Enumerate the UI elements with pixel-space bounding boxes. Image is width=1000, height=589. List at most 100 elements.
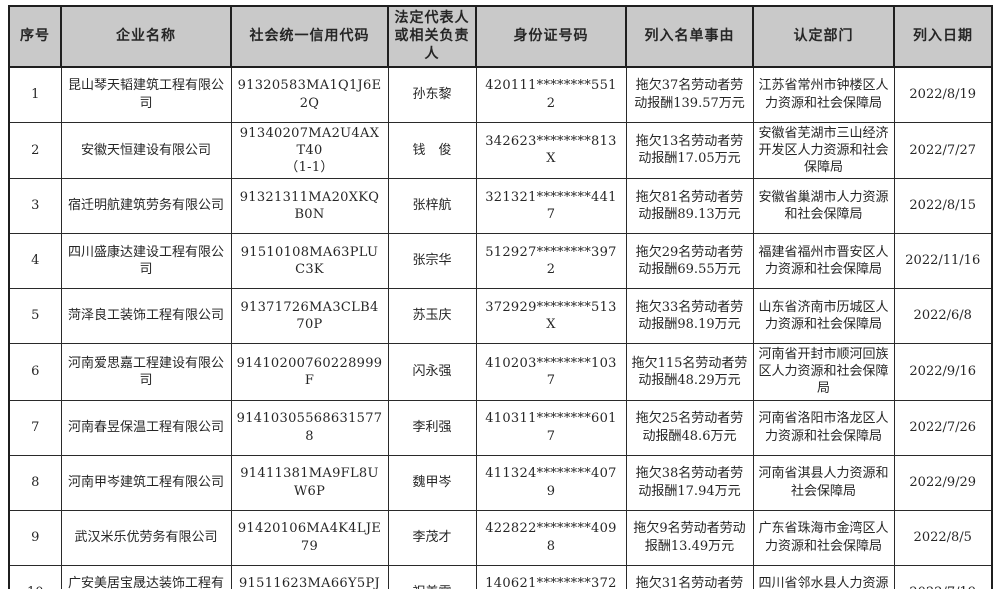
cell-person: 孙东黎 — [387, 66, 477, 123]
table-row: 10 广安美居宝晟达装饰工程有限公司 91511623MA66Y5PJ7X 祝美… — [8, 564, 993, 589]
table-row: 7 河南春昱保温工程有限公司 914103055686315778 李利强 41… — [8, 399, 993, 456]
cell-date: 2022/7/27 — [893, 121, 993, 180]
cell-department: 江苏省常州市钟楼区人力资源和社会保障局 — [752, 66, 895, 123]
cell-id-number: 372929********513X — [475, 288, 627, 345]
cell-no: 7 — [8, 399, 62, 456]
cell-person: 魏甲岑 — [387, 454, 477, 511]
column-header-no: 序号 — [8, 5, 62, 68]
cell-reason: 拖欠37名劳动者劳动报酬139.57万元 — [625, 66, 754, 123]
cell-id-number: 321321********4417 — [475, 178, 627, 235]
cell-company: 武汉米乐优劳务有限公司 — [60, 509, 232, 566]
cell-date: 2022/9/16 — [893, 343, 993, 401]
cell-reason: 拖欠25名劳动者劳动报酬48.6万元 — [625, 399, 754, 456]
cell-reason: 拖欠38名劳动者劳动报酬17.94万元 — [625, 454, 754, 511]
cell-person: 苏玉庆 — [387, 288, 477, 345]
cell-credit-code: 91510108MA63PLUC3K — [230, 233, 389, 290]
cell-person: 祝美霞 — [387, 564, 477, 589]
cell-no: 2 — [8, 121, 62, 180]
cell-person: 张宗华 — [387, 233, 477, 290]
cell-id-number: 512927********3972 — [475, 233, 627, 290]
cell-department: 山东省济南市历城区人力资源和社会保障局 — [752, 288, 895, 345]
cell-credit-code: 91410200760228999F — [230, 343, 389, 401]
cell-reason: 拖欠115名劳动者劳动报酬48.29万元 — [625, 343, 754, 401]
cell-id-number: 410203********1037 — [475, 343, 627, 401]
cell-no: 4 — [8, 233, 62, 290]
cell-date: 2022/7/19 — [893, 564, 993, 589]
cell-no: 8 — [8, 454, 62, 511]
column-header-department: 认定部门 — [752, 5, 895, 68]
cell-department: 安徽省巢湖市人力资源和社会保障局 — [752, 178, 895, 235]
cell-reason: 拖欠29名劳动者劳动报酬69.55万元 — [625, 233, 754, 290]
column-header-credit-code: 社会统一信用代码 — [230, 5, 389, 68]
table-header: 序号 企业名称 社会统一信用代码 法定代表人或相关负责人 身份证号码 列入名单事… — [8, 5, 993, 68]
cell-date: 2022/8/5 — [893, 509, 993, 566]
cell-department: 广东省珠海市金湾区人力资源和社会保障局 — [752, 509, 895, 566]
column-header-id-number: 身份证号码 — [475, 5, 627, 68]
cell-id-number: 342623********813X — [475, 121, 627, 180]
table-row: 3 宿迁明航建筑劳务有限公司 91321311MA20XKQB0N 张梓航 32… — [8, 178, 993, 235]
cell-credit-code: 91511623MA66Y5PJ7X — [230, 564, 389, 589]
cell-date: 2022/8/19 — [893, 66, 993, 123]
cell-credit-code: 91340207MA2U4AXT40 （1-1） — [230, 121, 389, 180]
cell-person: 张梓航 — [387, 178, 477, 235]
cell-department: 福建省福州市晋安区人力资源和社会保障局 — [752, 233, 895, 290]
cell-reason: 拖欠9名劳动者劳动报酬13.49万元 — [625, 509, 754, 566]
cell-no: 1 — [8, 66, 62, 123]
table-row: 6 河南爱思嘉工程建设有限公司 91410200760228999F 闪永强 4… — [8, 343, 993, 401]
cell-credit-code: 91320583MA1Q1J6E2Q — [230, 66, 389, 123]
column-header-company: 企业名称 — [60, 5, 232, 68]
table-row: 2 安徽天恒建设有限公司 91340207MA2U4AXT40 （1-1） 钱 … — [8, 121, 993, 180]
cell-credit-code: 91411381MA9FL8UW6P — [230, 454, 389, 511]
cell-date: 2022/9/29 — [893, 454, 993, 511]
cell-department: 河南省淇县人力资源和社会保障局 — [752, 454, 895, 511]
table-body: 1 昆山琴天韬建筑工程有限公司 91320583MA1Q1J6E2Q 孙东黎 4… — [8, 66, 993, 589]
cell-no: 9 — [8, 509, 62, 566]
blacklist-table: 序号 企业名称 社会统一信用代码 法定代表人或相关负责人 身份证号码 列入名单事… — [8, 5, 993, 589]
cell-credit-code: 91321311MA20XKQB0N — [230, 178, 389, 235]
cell-date: 2022/7/26 — [893, 399, 993, 456]
cell-id-number: 420111********5512 — [475, 66, 627, 123]
header-row: 序号 企业名称 社会统一信用代码 法定代表人或相关负责人 身份证号码 列入名单事… — [8, 5, 993, 68]
cell-reason: 拖欠13名劳动者劳动报酬17.05万元 — [625, 121, 754, 180]
cell-reason: 拖欠81名劳动者劳动报酬89.13万元 — [625, 178, 754, 235]
cell-person: 钱 俊 — [387, 121, 477, 180]
cell-department: 安徽省芜湖市三山经济开发区人力资源和社会保障局 — [752, 121, 895, 180]
cell-person: 闪永强 — [387, 343, 477, 401]
cell-person: 李茂才 — [387, 509, 477, 566]
cell-date: 2022/11/16 — [893, 233, 993, 290]
table-row: 8 河南甲岑建筑工程有限公司 91411381MA9FL8UW6P 魏甲岑 41… — [8, 454, 993, 511]
cell-id-number: 140621********3727 — [475, 564, 627, 589]
cell-date: 2022/8/15 — [893, 178, 993, 235]
cell-date: 2022/6/8 — [893, 288, 993, 345]
cell-company: 河南春昱保温工程有限公司 — [60, 399, 232, 456]
cell-no: 3 — [8, 178, 62, 235]
cell-no: 6 — [8, 343, 62, 401]
cell-company: 菏泽良工装饰工程有限公司 — [60, 288, 232, 345]
cell-company: 河南爱思嘉工程建设有限公司 — [60, 343, 232, 401]
cell-company: 河南甲岑建筑工程有限公司 — [60, 454, 232, 511]
cell-credit-code: 91371726MA3CLB470P — [230, 288, 389, 345]
table-row: 5 菏泽良工装饰工程有限公司 91371726MA3CLB470P 苏玉庆 37… — [8, 288, 993, 345]
cell-company: 四川盛康达建设工程有限公司 — [60, 233, 232, 290]
cell-id-number: 411324********4079 — [475, 454, 627, 511]
cell-reason: 拖欠33名劳动者劳动报酬98.19万元 — [625, 288, 754, 345]
table-row: 1 昆山琴天韬建筑工程有限公司 91320583MA1Q1J6E2Q 孙东黎 4… — [8, 66, 993, 123]
column-header-reason: 列入名单事由 — [625, 5, 754, 68]
cell-department: 四川省邻水县人力资源和社会保障局 — [752, 564, 895, 589]
cell-company: 宿迁明航建筑劳务有限公司 — [60, 178, 232, 235]
cell-no: 5 — [8, 288, 62, 345]
table-row: 4 四川盛康达建设工程有限公司 91510108MA63PLUC3K 张宗华 5… — [8, 233, 993, 290]
column-header-person: 法定代表人或相关负责人 — [387, 5, 477, 68]
cell-person: 李利强 — [387, 399, 477, 456]
cell-department: 河南省开封市顺河回族区人力资源和社会保障局 — [752, 343, 895, 401]
cell-credit-code: 91420106MA4K4LJE79 — [230, 509, 389, 566]
cell-no: 10 — [8, 564, 62, 589]
table-row: 9 武汉米乐优劳务有限公司 91420106MA4K4LJE79 李茂才 422… — [8, 509, 993, 566]
cell-company: 安徽天恒建设有限公司 — [60, 121, 232, 180]
cell-department: 河南省洛阳市洛龙区人力资源和社会保障局 — [752, 399, 895, 456]
cell-company: 广安美居宝晟达装饰工程有限公司 — [60, 564, 232, 589]
cell-credit-code: 914103055686315778 — [230, 399, 389, 456]
column-header-date: 列入日期 — [893, 5, 993, 68]
cell-company: 昆山琴天韬建筑工程有限公司 — [60, 66, 232, 123]
